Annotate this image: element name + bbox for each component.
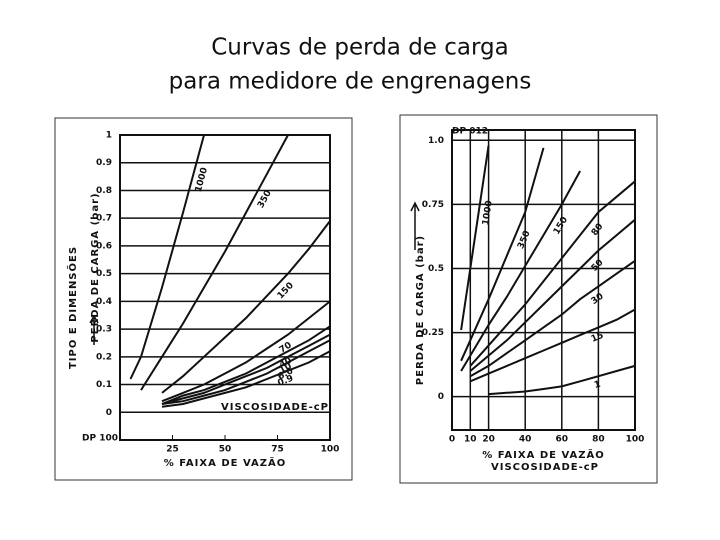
x-tick-label: 100 (321, 445, 340, 455)
curve (161, 339, 331, 405)
curve-label: 1000 (194, 167, 210, 194)
curve (469, 259, 636, 378)
viscosity-note: VISCOSIDADE-cP (491, 462, 599, 473)
curve (460, 145, 490, 331)
y-tick-label: 0 (438, 392, 444, 402)
curve (460, 147, 545, 362)
x-axis-label: % FAIXA DE VAZÃO (482, 448, 604, 461)
curve-label: 150 (552, 215, 570, 236)
slide-title: para medidore de engrenagens (169, 69, 532, 95)
chart-title: DP 100 (82, 434, 118, 444)
curve (460, 170, 581, 372)
x-tick-label: 40 (519, 435, 532, 445)
curve-label: 350 (256, 189, 274, 210)
y-axis-label: PERDA DE CARGA (bar) (90, 192, 101, 342)
plot-area (119, 134, 331, 441)
curve (469, 180, 636, 367)
y-tick-label: 0.2 (96, 352, 112, 362)
curve (140, 134, 289, 391)
y-tick-label: 0.1 (96, 380, 112, 390)
y-tick-label: 0.25 (422, 328, 444, 338)
curve (161, 350, 331, 408)
curve-label: 15 (590, 331, 605, 345)
curve (129, 134, 205, 380)
x-axis-label: % FAIXA DE VAZÃO (164, 456, 286, 469)
y-tick-label: 0.7 (96, 214, 112, 224)
y-tick-label: 0.3 (96, 325, 112, 335)
y-tick-label: 0.5 (428, 264, 444, 274)
x-tick-label: 75 (271, 445, 284, 455)
curve-label: 1 (593, 380, 602, 391)
y-axis-label: PERDA DE CARGA (bar) (415, 235, 426, 385)
curve (488, 364, 636, 396)
x-tick-label: 10 (464, 435, 477, 445)
x-tick-label: 20 (482, 435, 495, 445)
y-tick-label: 1.0 (428, 136, 444, 146)
curve-label: 1000 (481, 200, 495, 226)
y-tick-label: 0 (106, 408, 112, 418)
y-tick-label: 0.9 (96, 158, 112, 168)
arrow (410, 201, 420, 250)
curve (469, 308, 636, 383)
x-tick-label: 60 (556, 435, 569, 445)
chart-frame (399, 114, 658, 484)
curve-label: 350 (516, 229, 533, 250)
curve (161, 300, 331, 403)
curve (161, 325, 331, 405)
curve (161, 220, 331, 394)
y-tick-label: 0.6 (96, 241, 112, 251)
viscosity-note: VISCOSIDADE-cP (221, 402, 329, 413)
curve-label: 30 (590, 292, 606, 307)
x-tick-label: 25 (166, 445, 179, 455)
chart-frame (54, 117, 353, 481)
x-tick-label: 50 (219, 445, 232, 455)
curve (469, 218, 636, 372)
x-tick-label: 80 (592, 435, 605, 445)
y-tick-label: 0.4 (96, 297, 112, 307)
y-tick-label: 0.75 (422, 200, 444, 210)
slide-title: Curvas de perda de carga (211, 35, 509, 61)
x-tick-label: 100 (626, 435, 645, 445)
curve-label: 80 (590, 222, 606, 238)
y-tick-label: 0.8 (96, 186, 112, 196)
side-label: TIPO E DIMENSÕES (66, 246, 79, 369)
x-tick-label: 0 (449, 435, 455, 445)
curve (161, 333, 331, 405)
curve-label: 50 (590, 258, 606, 274)
arrow (89, 314, 99, 345)
y-tick-label: 1 (106, 131, 112, 141)
y-tick-label: 0.5 (96, 269, 112, 279)
